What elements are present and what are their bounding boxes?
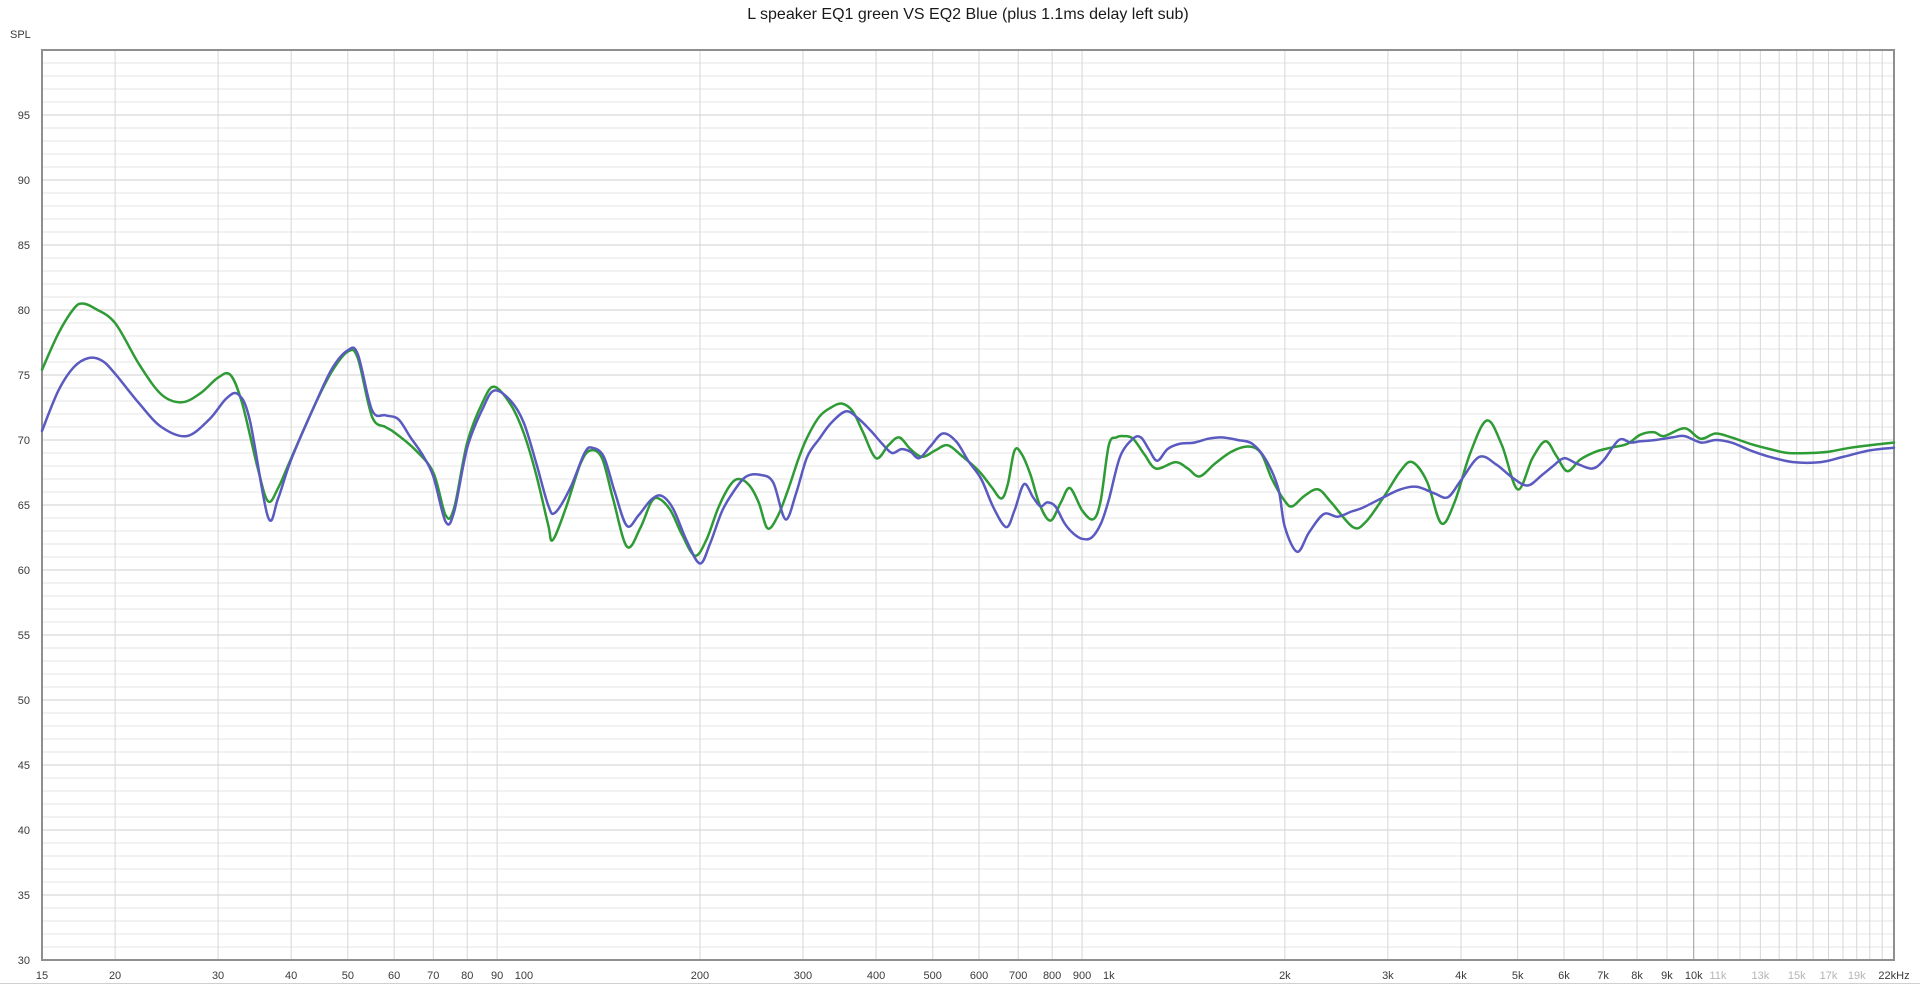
y-tick-label: 80 xyxy=(18,305,30,317)
y-tick-label: 65 xyxy=(18,500,30,512)
y-tick-label: 70 xyxy=(18,435,30,447)
y-axis-unit-label: SPL xyxy=(10,29,31,41)
window-bottom-edge xyxy=(0,983,1920,984)
x-tick-label: 2k xyxy=(1279,970,1291,982)
chart-title: L speaker EQ1 green VS EQ2 Blue (plus 1.… xyxy=(747,6,1189,23)
x-tick-label: 90 xyxy=(491,970,503,982)
x-tick-label: 15 xyxy=(36,970,48,982)
x-tick-label: 9k xyxy=(1661,970,1673,982)
x-tick-label: 11k xyxy=(1709,970,1726,982)
x-tick-label: 3k xyxy=(1382,970,1394,982)
x-tick-label: 5k xyxy=(1512,970,1524,982)
x-tick-label: 22kHz xyxy=(1878,970,1909,982)
y-tick-label: 60 xyxy=(18,565,30,577)
y-tick-label: 95 xyxy=(18,110,30,122)
x-tick-label: 600 xyxy=(970,970,988,982)
x-tick-label: 100 xyxy=(515,970,533,982)
x-tick-label: 800 xyxy=(1043,970,1061,982)
x-tick-label: 7k xyxy=(1597,970,1609,982)
y-tick-label: 50 xyxy=(18,695,30,707)
x-tick-label: 1k xyxy=(1103,970,1115,982)
x-tick-label: 50 xyxy=(342,970,354,982)
y-tick-label: 35 xyxy=(18,890,30,902)
x-tick-label: 400 xyxy=(867,970,885,982)
x-tick-label: 80 xyxy=(461,970,473,982)
x-tick-label: 19k xyxy=(1848,970,1866,982)
y-tick-label: 30 xyxy=(18,955,30,967)
y-tick-label: 55 xyxy=(18,630,30,642)
x-tick-label: 17k xyxy=(1820,970,1838,982)
x-tick-label: 300 xyxy=(794,970,812,982)
y-tick-label: 85 xyxy=(18,240,30,252)
x-tick-label: 10k xyxy=(1685,970,1703,982)
x-tick-label: 700 xyxy=(1009,970,1027,982)
x-tick-label: 200 xyxy=(691,970,709,982)
y-tick-label: 75 xyxy=(18,370,30,382)
x-tick-label: 13k xyxy=(1751,970,1769,982)
x-tick-label: 15k xyxy=(1788,970,1806,982)
eq2-blue-curve xyxy=(40,346,1896,565)
y-tick-label: 45 xyxy=(18,760,30,772)
x-tick-label: 8k xyxy=(1631,970,1643,982)
x-tick-label: 6k xyxy=(1558,970,1570,982)
x-tick-label: 30 xyxy=(212,970,224,982)
plot-frame xyxy=(41,49,1895,961)
x-tick-label: 500 xyxy=(924,970,942,982)
x-tick-label: 4k xyxy=(1455,970,1467,982)
y-tick-label: 40 xyxy=(18,825,30,837)
x-tick-label: 70 xyxy=(427,970,439,982)
x-tick-label: 20 xyxy=(109,970,121,982)
eq1-green-curve xyxy=(40,302,1896,557)
x-tick-label: 900 xyxy=(1073,970,1091,982)
x-tick-label: 60 xyxy=(388,970,400,982)
x-tick-label: 40 xyxy=(285,970,297,982)
y-tick-label: 90 xyxy=(18,175,30,187)
